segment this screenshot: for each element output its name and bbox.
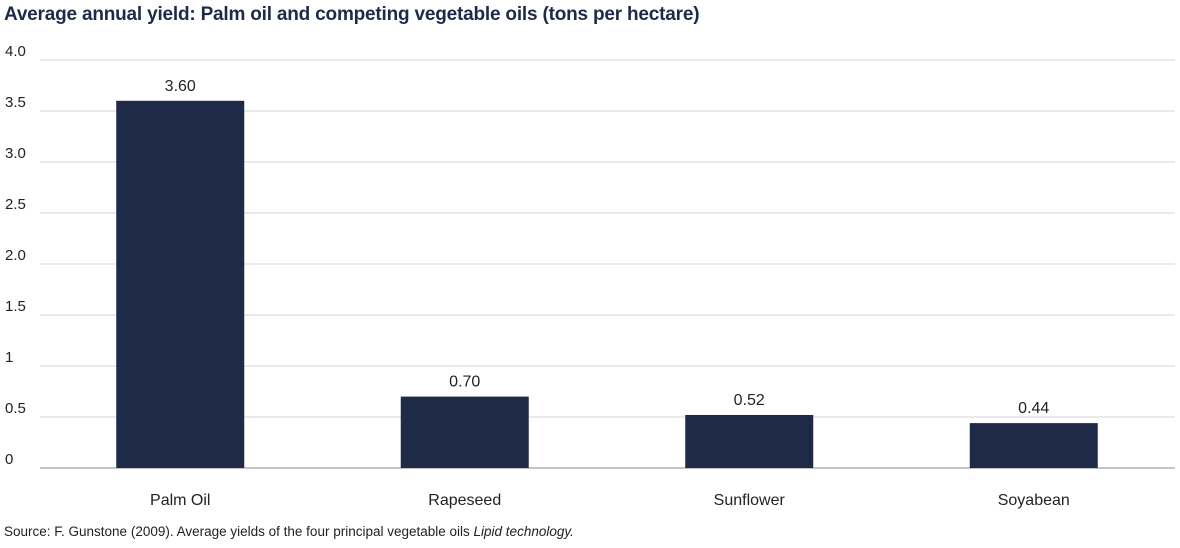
y-tick-label: 3.0 [5, 145, 26, 162]
y-tick-label: 2.5 [5, 196, 26, 213]
y-tick-label: 0 [5, 451, 13, 468]
bar [969, 423, 1098, 468]
x-tick-label: Sunflower [714, 492, 786, 509]
chart-title: Average annual yield: Palm oil and compe… [4, 4, 700, 25]
data-label: 0.70 [449, 374, 480, 391]
y-tick-label: 1.5 [5, 298, 26, 315]
data-label: 3.60 [165, 78, 196, 95]
bar [116, 100, 245, 469]
x-tick-label: Soyabean [998, 492, 1070, 509]
bar [685, 414, 814, 468]
y-tick-label: 0.5 [5, 400, 26, 417]
x-axis-ticks: Palm Oil Rapeseed Sunflower Soyabean [150, 492, 1070, 509]
x-tick-label: Palm Oil [150, 492, 210, 509]
source-note: Source: F. Gunstone (2009). Average yiel… [4, 524, 574, 539]
bars [116, 100, 1098, 469]
source-text: Source: F. Gunstone (2009). Average yiel… [4, 524, 474, 539]
data-label: 0.52 [734, 392, 765, 409]
data-label: 0.44 [1018, 400, 1049, 417]
grid-layer [40, 59, 1175, 469]
data-labels: 3.60 0.70 0.52 0.44 [165, 78, 1050, 417]
y-tick-label: 4.0 [5, 43, 26, 60]
y-tick-label: 3.5 [5, 94, 26, 111]
y-axis-ticks: 0 0.5 1 1.5 2.0 2.5 3.0 3.5 4.0 [5, 43, 26, 468]
x-tick-label: Rapeseed [428, 492, 501, 509]
y-tick-label: 2.0 [5, 247, 26, 264]
source-publication: Lipid technology. [473, 524, 574, 539]
y-tick-label: 1 [5, 349, 13, 366]
bar [400, 396, 529, 468]
